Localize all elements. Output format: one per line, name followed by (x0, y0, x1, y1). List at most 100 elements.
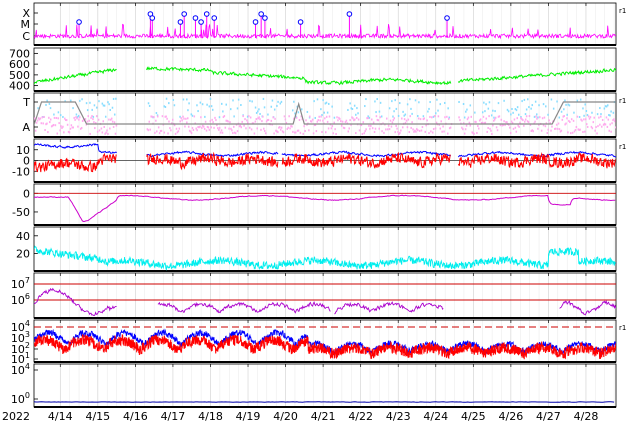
sector-toward-point (300, 108, 303, 111)
sector-away-point (71, 126, 74, 129)
sector-away-point (266, 119, 269, 122)
sector-away-point (244, 118, 246, 121)
sector-away-point (259, 118, 261, 121)
sector-away-point (73, 116, 75, 119)
sector-away-point (78, 118, 80, 121)
sector-away-point (200, 116, 202, 119)
sector-toward-point (190, 113, 193, 116)
sector-away-point (313, 124, 316, 127)
sector-away-point (106, 129, 108, 132)
sector-away-point (68, 131, 71, 134)
sector-away-point (386, 117, 388, 120)
sector-toward-point (81, 98, 83, 101)
flare-series (34, 23, 616, 40)
sector-away-point (37, 117, 40, 120)
sector-away-point (498, 115, 501, 118)
panel-solar-wind-speed (33, 47, 617, 92)
sector-away-point (508, 123, 510, 126)
sector-toward-point (91, 108, 93, 111)
sector-away-point (317, 119, 319, 122)
sector-away-point (232, 132, 234, 135)
sector-toward-point (402, 110, 404, 113)
sector-away-point (605, 116, 608, 119)
sector-toward-point (155, 112, 158, 115)
sector-away-point (603, 122, 606, 125)
sector-away-point (60, 125, 62, 128)
sector-toward-point (72, 107, 74, 110)
flare-event-marker (346, 11, 353, 17)
sector-away-point (110, 117, 113, 120)
sector-away-point (425, 124, 427, 127)
sector-toward-point (95, 106, 98, 109)
sector-away-point (295, 116, 298, 119)
sector-away-point (41, 116, 44, 119)
sector-away-point (416, 128, 418, 131)
sector-away-point (561, 118, 564, 121)
sector-away-point (581, 119, 583, 122)
sector-away-point (615, 126, 616, 129)
sector-boundary-line (34, 101, 616, 126)
sector-away-point (210, 126, 212, 129)
sector-away-point (325, 115, 328, 118)
sector-toward-point (115, 97, 117, 100)
panel-frame (33, 92, 617, 138)
sector-away-point (34, 117, 36, 120)
sector-away-point (309, 120, 312, 123)
sector-toward-point (578, 115, 581, 118)
sector-away-point (258, 116, 260, 119)
sector-away-point (400, 129, 402, 132)
sector-away-point (209, 120, 212, 123)
sector-toward-point (523, 98, 526, 101)
x-tick-label: 4/18 (198, 410, 223, 423)
sector-away-point (89, 132, 91, 135)
sector-away-point (275, 129, 277, 132)
sector-away-point (542, 124, 545, 127)
sector-away-point (310, 120, 313, 123)
sector-toward-point (376, 98, 378, 101)
sector-toward-point (520, 116, 522, 119)
wind-speed-series-seg-0 (34, 68, 117, 85)
sector-away-point (54, 124, 57, 127)
sector-toward-point (465, 110, 467, 113)
sector-away-point (344, 121, 347, 124)
sector-toward-point (447, 107, 449, 110)
sector-away-point (203, 127, 206, 130)
sector-toward-point (409, 98, 411, 101)
sector-toward-point (271, 99, 274, 102)
sector-away-point (499, 124, 502, 127)
sector-away-point (475, 120, 477, 123)
sector-toward-point (515, 109, 518, 112)
sector-toward-point (605, 105, 608, 108)
sector-toward-point (187, 109, 189, 112)
sector-away-point (448, 127, 451, 130)
sector-away-point (590, 125, 593, 128)
imf-bz-series (34, 151, 616, 173)
right-axis-label: r1 (619, 143, 626, 151)
sector-away-point (599, 123, 601, 126)
sector-away-point (92, 118, 94, 121)
proton-flux-red-series-seg-0 (34, 334, 616, 360)
sector-away-point (248, 126, 251, 129)
sector-away-point (165, 115, 167, 118)
y-tick-label: 107 (11, 276, 30, 291)
sector-away-point (508, 126, 511, 129)
sector-toward-point (296, 105, 298, 108)
sector-toward-point (531, 104, 534, 107)
sector-toward-point (497, 102, 500, 105)
sector-toward-point (75, 113, 78, 116)
sector-away-point (211, 118, 213, 121)
sector-away-point (226, 119, 228, 122)
sector-away-point (522, 119, 524, 122)
sector-toward-point (64, 100, 66, 103)
sector-away-point (418, 129, 421, 132)
sector-toward-point (484, 110, 486, 113)
sector-away-point (544, 125, 547, 128)
sector-away-point (53, 116, 56, 119)
sector-away-point (67, 130, 70, 133)
ae-series (34, 245, 616, 271)
sector-away-point (383, 131, 385, 134)
sector-away-point (242, 115, 244, 118)
sector-away-point (316, 120, 319, 123)
sector-away-point (391, 121, 394, 124)
x-tick-label: 4/19 (236, 410, 261, 423)
